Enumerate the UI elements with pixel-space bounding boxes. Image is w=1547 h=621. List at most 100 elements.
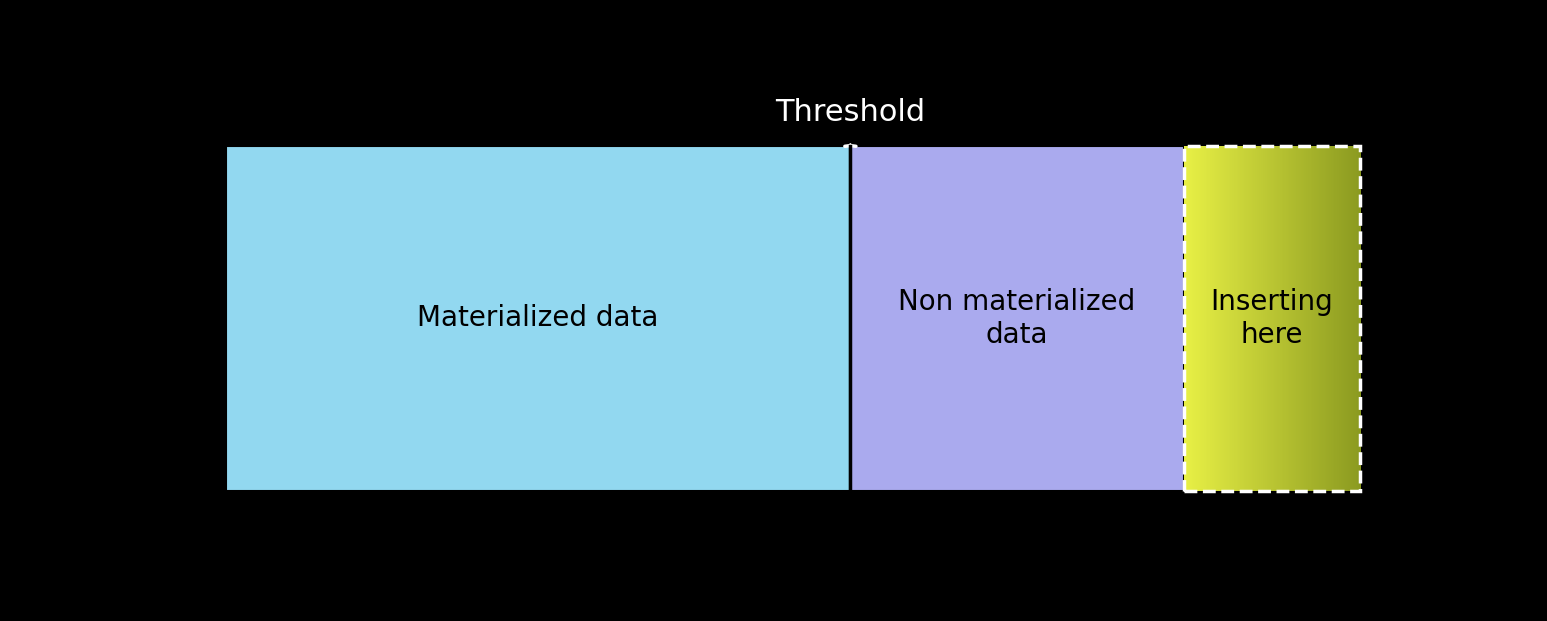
Bar (1321, 147, 1323, 491)
Bar (1292, 147, 1293, 491)
Bar (1194, 147, 1196, 491)
Bar (1230, 147, 1231, 491)
Bar (1269, 147, 1272, 491)
Bar (1199, 147, 1200, 491)
Bar (1316, 147, 1320, 491)
Bar (1307, 147, 1309, 491)
Bar (1343, 147, 1344, 491)
Bar (1256, 147, 1258, 491)
Bar (1304, 147, 1307, 491)
Bar (1349, 147, 1351, 491)
Bar (1301, 147, 1303, 491)
Bar (1293, 147, 1296, 491)
Bar (1329, 147, 1330, 491)
Bar (1216, 147, 1217, 491)
Bar (1259, 147, 1261, 491)
Bar (1208, 147, 1210, 491)
Bar (1296, 147, 1298, 491)
Bar (1355, 147, 1357, 491)
Bar (1275, 147, 1278, 491)
Bar (1275, 147, 1276, 491)
Bar (1248, 147, 1252, 491)
Bar (1196, 147, 1197, 491)
Bar (1330, 147, 1334, 491)
Bar (1222, 147, 1225, 491)
Bar (1187, 147, 1190, 491)
Bar (1299, 147, 1301, 491)
Bar (1205, 147, 1208, 491)
Bar (1324, 147, 1327, 491)
Bar (1337, 147, 1340, 491)
Bar (1259, 147, 1261, 491)
Bar (1197, 147, 1200, 491)
Bar (1341, 147, 1343, 491)
Bar (1262, 147, 1265, 491)
Bar (1216, 147, 1219, 491)
Bar (1245, 147, 1247, 491)
Bar (1290, 147, 1292, 491)
Bar (1211, 147, 1214, 491)
Bar (1324, 147, 1326, 491)
Bar (1318, 147, 1321, 491)
Bar (1225, 147, 1227, 491)
Bar (1295, 147, 1298, 491)
Bar (1193, 147, 1194, 491)
Text: Threshold: Threshold (775, 98, 925, 127)
Bar (1253, 147, 1255, 491)
Bar (1337, 147, 1338, 491)
Bar (1236, 147, 1238, 491)
Bar (1295, 147, 1296, 491)
Bar (1204, 147, 1207, 491)
Bar (1191, 147, 1193, 491)
Bar (1231, 147, 1235, 491)
Bar (1346, 147, 1347, 491)
Text: Materialized data: Materialized data (418, 304, 659, 332)
Bar (1252, 147, 1253, 491)
Bar (1312, 147, 1315, 491)
Bar (1255, 147, 1256, 491)
Bar (1191, 147, 1194, 491)
Bar (1239, 147, 1241, 491)
Bar (1320, 147, 1321, 491)
Bar (1310, 147, 1313, 491)
Bar (1299, 147, 1303, 491)
Bar (1227, 147, 1228, 491)
Bar (1222, 147, 1224, 491)
Bar (1210, 147, 1211, 491)
Bar (1225, 147, 1228, 491)
Bar (1352, 147, 1354, 491)
Bar (1261, 147, 1264, 491)
Bar (1298, 147, 1299, 491)
Bar (1217, 147, 1221, 491)
Bar (1190, 147, 1191, 491)
Bar (1269, 147, 1270, 491)
Bar (1247, 147, 1248, 491)
Bar (1185, 147, 1188, 491)
Bar (1289, 147, 1290, 491)
Bar (1287, 147, 1290, 491)
Text: Inserting
here: Inserting here (1210, 288, 1334, 348)
Bar (1211, 147, 1213, 491)
Bar (1279, 147, 1282, 491)
Bar (1196, 147, 1197, 491)
Bar (1281, 147, 1284, 491)
Bar (1199, 147, 1202, 491)
Bar (1347, 147, 1349, 491)
Bar (1301, 147, 1304, 491)
Bar (1293, 147, 1295, 491)
Bar (1316, 147, 1318, 491)
Bar (1250, 147, 1253, 491)
Bar (1344, 147, 1346, 491)
Bar (1183, 147, 1360, 491)
Bar (1354, 147, 1355, 491)
Bar (1183, 147, 1185, 491)
Bar (1338, 147, 1341, 491)
Bar (1292, 147, 1295, 491)
Bar (1318, 147, 1320, 491)
Bar (1332, 147, 1335, 491)
Bar (1205, 147, 1207, 491)
Bar (1323, 147, 1324, 491)
Bar (1221, 147, 1222, 491)
Bar (1200, 147, 1202, 491)
Bar (1272, 147, 1273, 491)
